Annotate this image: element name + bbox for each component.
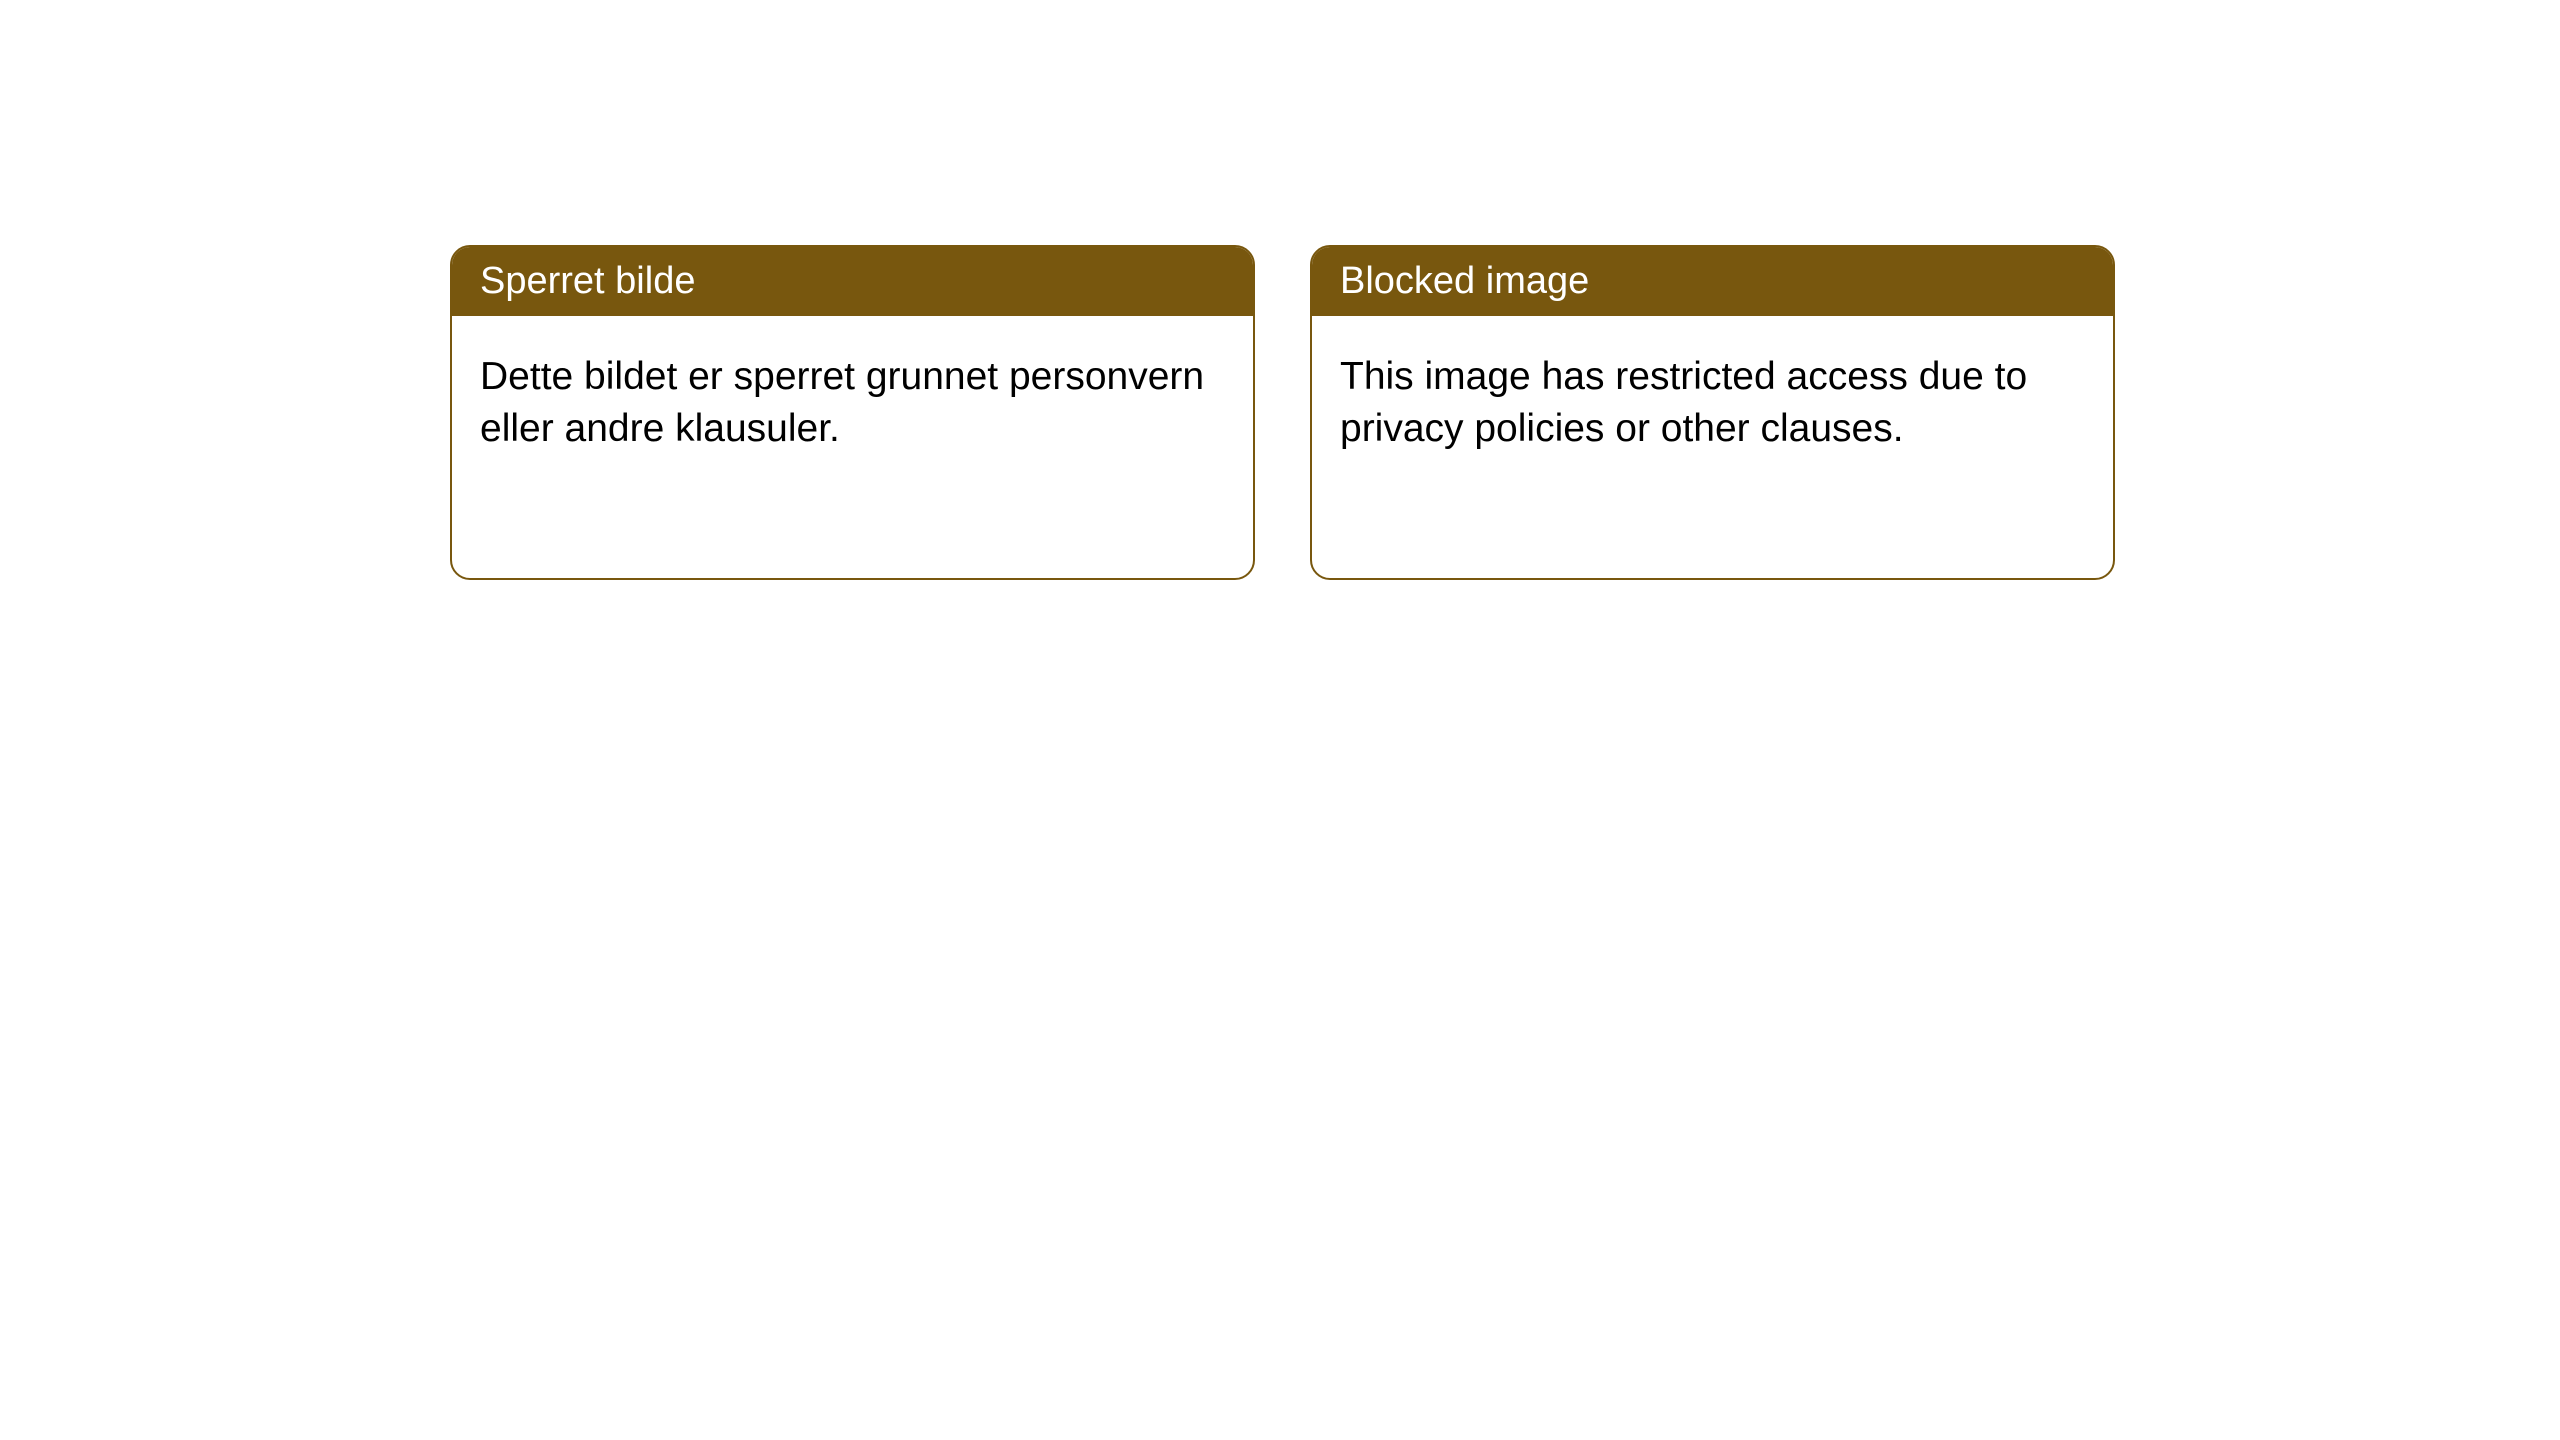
card-title: Sperret bilde [480,260,695,302]
card-body: This image has restricted access due to … [1312,316,2113,490]
blocked-image-card-en: Blocked image This image has restricted … [1310,245,2115,580]
card-body: Dette bildet er sperret grunnet personve… [452,316,1253,490]
card-body-text: This image has restricted access due to … [1340,355,2027,450]
card-header: Blocked image [1312,247,2113,316]
notice-container: Sperret bilde Dette bildet er sperret gr… [0,0,2560,580]
card-title: Blocked image [1340,260,1589,302]
blocked-image-card-no: Sperret bilde Dette bildet er sperret gr… [450,245,1255,580]
card-header: Sperret bilde [452,247,1253,316]
card-body-text: Dette bildet er sperret grunnet personve… [480,355,1204,450]
